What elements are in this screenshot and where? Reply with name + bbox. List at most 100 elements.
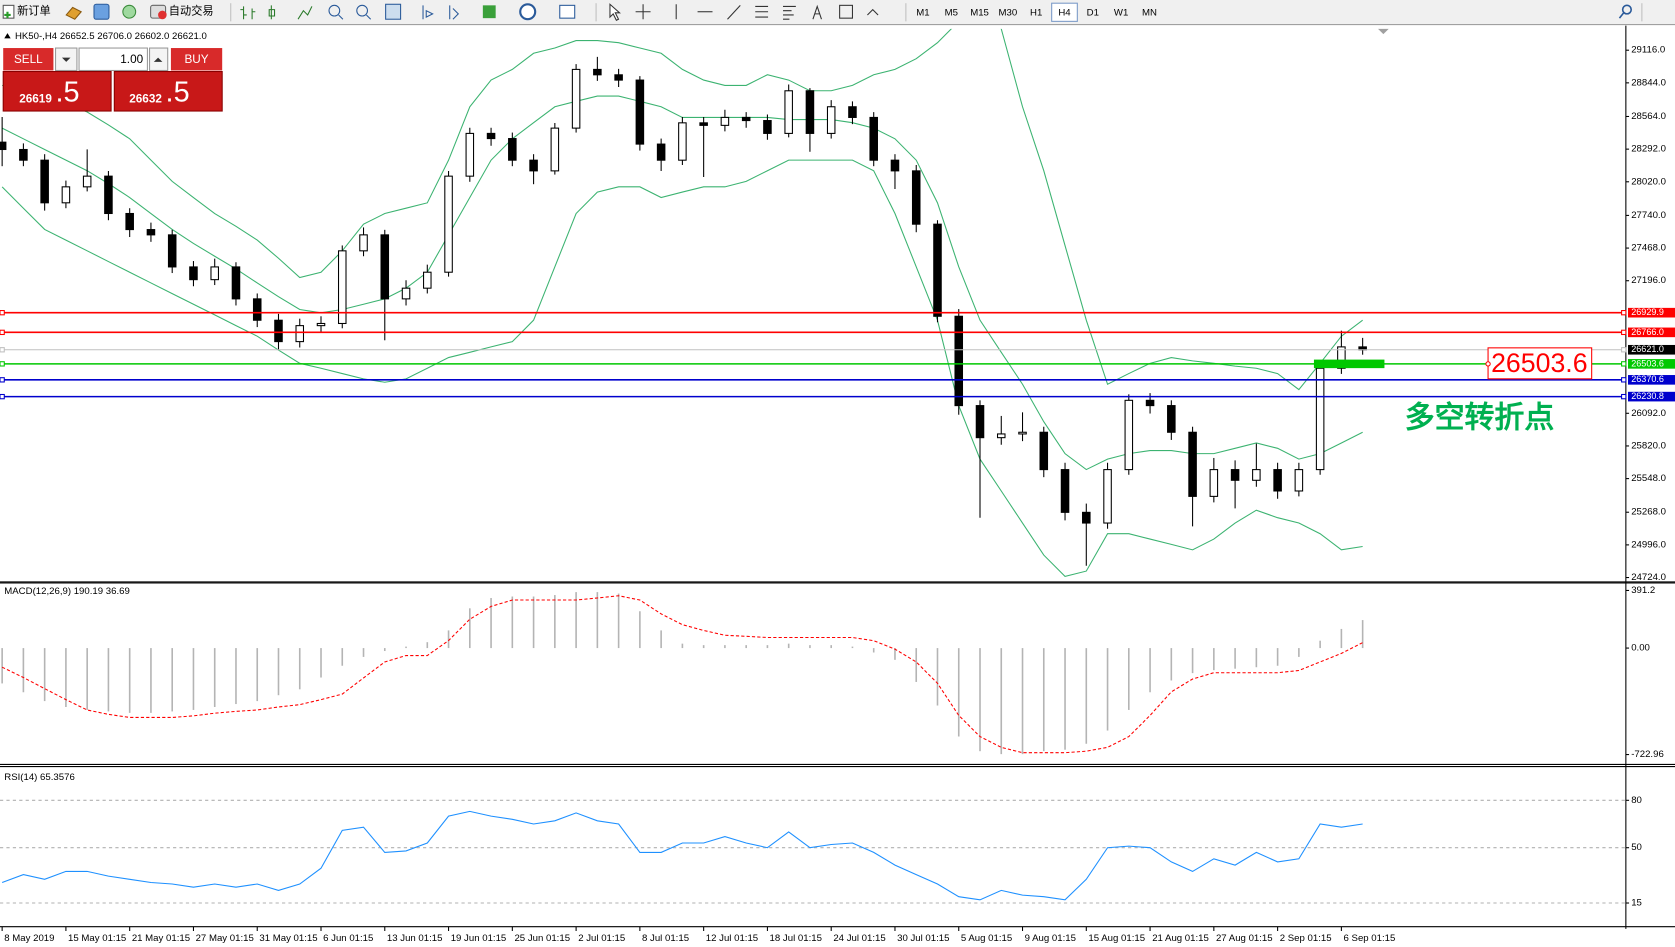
candle-body <box>954 315 964 407</box>
candle-body <box>529 159 538 172</box>
price-tag <box>1627 375 1675 385</box>
bid-price-fraction: .5 <box>56 77 80 109</box>
toolbar-icon[interactable] <box>482 5 496 19</box>
toolbar-icon[interactable] <box>268 5 276 20</box>
sell-label: SELL <box>14 53 43 66</box>
toolbar-icon[interactable] <box>559 4 576 19</box>
level-handle <box>1621 361 1627 367</box>
timeframe-button[interactable]: H4 <box>1058 7 1071 18</box>
timeframe-button[interactable]: M30 <box>999 7 1018 18</box>
candle-body <box>763 120 772 134</box>
y-tick-label: 28020.0 <box>1631 176 1666 187</box>
toolbar-icon[interactable] <box>755 5 769 18</box>
candle-body <box>784 90 793 134</box>
toolbar-icon[interactable] <box>867 8 879 16</box>
candle-body <box>1039 431 1049 471</box>
y-tick-label: 28292.0 <box>1631 144 1666 155</box>
y-tick-label: 27468.0 <box>1631 243 1666 254</box>
auto-trading-label: 自动交易 <box>169 4 214 18</box>
toolbar-icon[interactable] <box>609 3 621 22</box>
toolbar-icon[interactable] <box>93 3 110 20</box>
toolbar-icon[interactable] <box>385 3 402 20</box>
candle-body <box>975 405 985 439</box>
candle-body <box>380 234 390 300</box>
timeframe-button[interactable]: M15 <box>970 7 989 18</box>
y-tick-label: 25820.0 <box>1631 440 1666 451</box>
toolbar-icon[interactable] <box>122 4 137 19</box>
arrow <box>153 57 163 62</box>
level-handle <box>1621 310 1627 316</box>
buy-label: BUY <box>184 53 208 66</box>
candle-body <box>996 433 1006 439</box>
candle-body <box>593 68 602 76</box>
candle-body <box>61 186 71 204</box>
one-click-trading: SELL 1.00 BUY 26619 .5 26632 .5 <box>2 47 223 112</box>
toolbar-icon <box>366 14 372 20</box>
candle-body <box>1315 367 1325 471</box>
x-tick-label: 15 May 01:15 <box>68 933 126 944</box>
toolbar-icon[interactable] <box>297 6 313 20</box>
timeframe-button[interactable]: H1 <box>1030 7 1042 18</box>
indicator-title: MACD(12,26,9) 190.19 36.69 <box>4 586 130 597</box>
timeframe-button[interactable]: W1 <box>1114 7 1128 18</box>
auto-trading-button[interactable]: 自动交易 <box>150 4 214 20</box>
bid-box[interactable] <box>2 70 112 112</box>
y-tick-label: 15 <box>1631 898 1642 909</box>
x-tick-label: 24 Jul 01:15 <box>833 933 885 944</box>
chart-background <box>0 25 1675 947</box>
candle-body <box>231 266 241 300</box>
timeframe-button[interactable]: M1 <box>916 7 929 18</box>
timeframe-button[interactable]: M5 <box>945 7 958 18</box>
y-tick-label: 28564.0 <box>1631 111 1666 122</box>
annotation-text: 多空转折点 <box>1405 401 1555 434</box>
candle-body <box>1294 469 1304 492</box>
candle-body <box>82 175 92 188</box>
candle-body <box>444 175 453 273</box>
level-handle <box>0 310 5 316</box>
buy-button[interactable] <box>170 48 223 71</box>
ask-price-fraction: .5 <box>166 77 190 109</box>
lots-input[interactable] <box>78 47 148 71</box>
toolbar <box>0 0 1675 25</box>
toolbar-icon[interactable] <box>812 4 822 20</box>
x-tick-label: 6 Jun 01:15 <box>323 933 373 944</box>
candle-body <box>1082 511 1091 524</box>
y-tick-label: 27740.0 <box>1631 210 1666 221</box>
candle-body <box>1273 469 1282 492</box>
toolbar-icon[interactable] <box>519 3 537 21</box>
search-icon[interactable] <box>1618 4 1633 19</box>
y-tick-label: 24996.0 <box>1631 539 1666 550</box>
toolbar-icon[interactable] <box>328 4 341 17</box>
new-order-button[interactable]: 新订单 <box>2 4 51 19</box>
candle-body <box>869 116 878 161</box>
candle-body <box>550 127 560 172</box>
indicator-line <box>1 810 1363 901</box>
timeframe-button[interactable]: D1 <box>1087 7 1099 18</box>
ask-box[interactable] <box>113 70 223 112</box>
toolbar-icon[interactable] <box>783 5 796 20</box>
sell-button[interactable] <box>3 48 54 71</box>
toolbar-icon[interactable] <box>422 5 460 20</box>
price-tag <box>1627 344 1675 355</box>
timeframe-active <box>1051 2 1078 22</box>
candle-body <box>635 79 645 145</box>
chart-title: HK50-,H4 26652.5 26706.0 26602.0 26621.0 <box>15 31 207 42</box>
timeframe-button[interactable]: MN <box>1142 7 1157 18</box>
x-tick-label: 27 May 01:15 <box>196 933 254 944</box>
candle-body <box>1252 469 1261 481</box>
toolbar-icon[interactable] <box>356 4 369 17</box>
toolbar-icon[interactable] <box>839 4 853 19</box>
toolbar-icon[interactable] <box>727 4 741 20</box>
y-tick-label: 29116.0 <box>1631 45 1665 56</box>
toolbar-icon[interactable] <box>65 6 83 20</box>
x-tick-label: 19 Jun 01:15 <box>451 933 507 944</box>
candle-body <box>1209 469 1219 497</box>
candle-body <box>1060 469 1070 513</box>
x-tick-label: 21 May 01:15 <box>132 933 190 944</box>
toolbar-icon[interactable] <box>635 4 651 20</box>
candle-body <box>720 116 730 126</box>
x-tick-label: 5 Aug 01:15 <box>961 933 1012 944</box>
toolbar-icon[interactable] <box>240 6 256 20</box>
candle-body <box>890 159 900 172</box>
